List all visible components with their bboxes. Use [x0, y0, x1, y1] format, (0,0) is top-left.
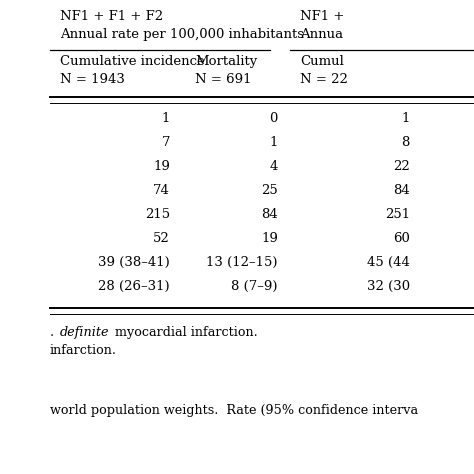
Text: 52: 52	[153, 232, 170, 245]
Text: 45 (44: 45 (44	[367, 256, 410, 269]
Text: 74: 74	[153, 184, 170, 197]
Text: 8: 8	[401, 136, 410, 149]
Text: Cumul: Cumul	[300, 55, 344, 68]
Text: 215: 215	[145, 208, 170, 221]
Text: 84: 84	[261, 208, 278, 221]
Text: 39 (38–41): 39 (38–41)	[98, 256, 170, 269]
Text: N = 1943: N = 1943	[60, 73, 125, 86]
Text: 13 (12–15): 13 (12–15)	[207, 256, 278, 269]
Text: 7: 7	[162, 136, 170, 149]
Text: 1: 1	[162, 112, 170, 125]
Text: 19: 19	[153, 160, 170, 173]
Text: Annual rate per 100,000 inhabitants: Annual rate per 100,000 inhabitants	[60, 28, 304, 41]
Text: NF1 +: NF1 +	[300, 10, 345, 23]
Text: 22: 22	[393, 160, 410, 173]
Text: 0: 0	[270, 112, 278, 125]
Text: .: .	[50, 326, 58, 339]
Text: 60: 60	[393, 232, 410, 245]
Text: myocardial infarction.: myocardial infarction.	[111, 326, 258, 339]
Text: N = 691: N = 691	[195, 73, 252, 86]
Text: definite: definite	[60, 326, 109, 339]
Text: world population weights.  Rate (95% confidence interva: world population weights. Rate (95% conf…	[50, 404, 418, 417]
Text: 1: 1	[270, 136, 278, 149]
Text: 251: 251	[385, 208, 410, 221]
Text: 32 (30: 32 (30	[367, 280, 410, 293]
Text: NF1 + F1 + F2: NF1 + F1 + F2	[60, 10, 163, 23]
Text: 28 (26–31): 28 (26–31)	[99, 280, 170, 293]
Text: 84: 84	[393, 184, 410, 197]
Text: Mortality: Mortality	[195, 55, 257, 68]
Text: 1: 1	[401, 112, 410, 125]
Text: 19: 19	[261, 232, 278, 245]
Text: N = 22: N = 22	[300, 73, 348, 86]
Text: 4: 4	[270, 160, 278, 173]
Text: 25: 25	[261, 184, 278, 197]
Text: 8 (7–9): 8 (7–9)	[231, 280, 278, 293]
Text: Cumulative incidence: Cumulative incidence	[60, 55, 205, 68]
Text: infarction.: infarction.	[50, 344, 117, 357]
Text: Annua: Annua	[300, 28, 343, 41]
